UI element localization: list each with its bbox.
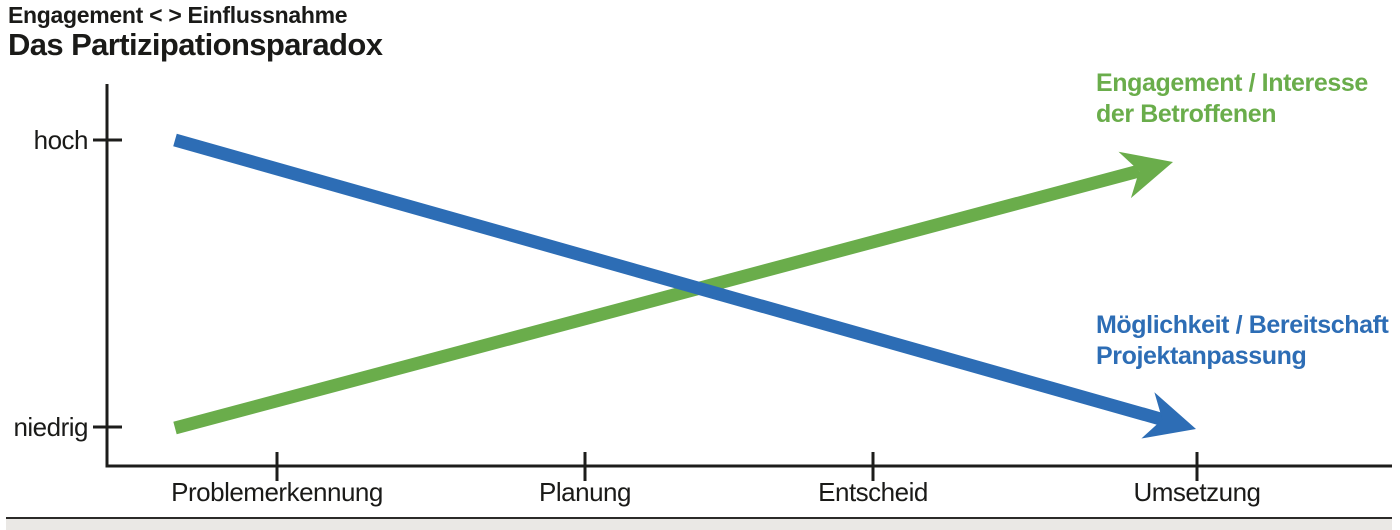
- legend-engagement-line2: der Betroffenen: [1096, 100, 1277, 128]
- series-engagement: [173, 151, 1173, 435]
- projektanpassung-arrowhead-icon: [1141, 392, 1196, 439]
- legend-engagement: Engagement / Interesse der Betroffenen: [1096, 68, 1396, 130]
- legend-anpassung-line2: Projektanpassung: [1096, 342, 1307, 370]
- engagement-line: [173, 164, 1141, 435]
- chart-subtitle: Engagement < > Einflussnahme: [8, 2, 348, 28]
- y-axis-label-niedrig: niedrig: [13, 412, 88, 442]
- y-axis-label-hoch: hoch: [33, 125, 89, 155]
- legend-engagement-line1: Engagement / Interesse: [1096, 69, 1368, 97]
- x-axis-label-problemerkennung: Problemerkennung: [171, 477, 383, 507]
- x-axis-label-planung: Planung: [539, 477, 631, 507]
- legend-projektanpassung: Möglichkeit / Bereitschaft Projektanpass…: [1096, 310, 1396, 372]
- x-axis-label-umsetzung: Umsetzung: [1133, 477, 1262, 507]
- engagement-arrowhead-icon: [1118, 151, 1173, 199]
- series-projektanpassung: [173, 133, 1196, 439]
- chart-header: Engagement < > Einflussnahme Das Partizi…: [8, 2, 383, 62]
- legend-anpassung-line1: Möglichkeit / Bereitschaft: [1096, 311, 1389, 339]
- page-title: Das Partizipationsparadox: [8, 27, 383, 62]
- projektanpassung-line: [173, 133, 1165, 426]
- slide-bottom-edge: [6, 517, 1392, 530]
- x-axis-label-entscheid: Entscheid: [818, 477, 928, 507]
